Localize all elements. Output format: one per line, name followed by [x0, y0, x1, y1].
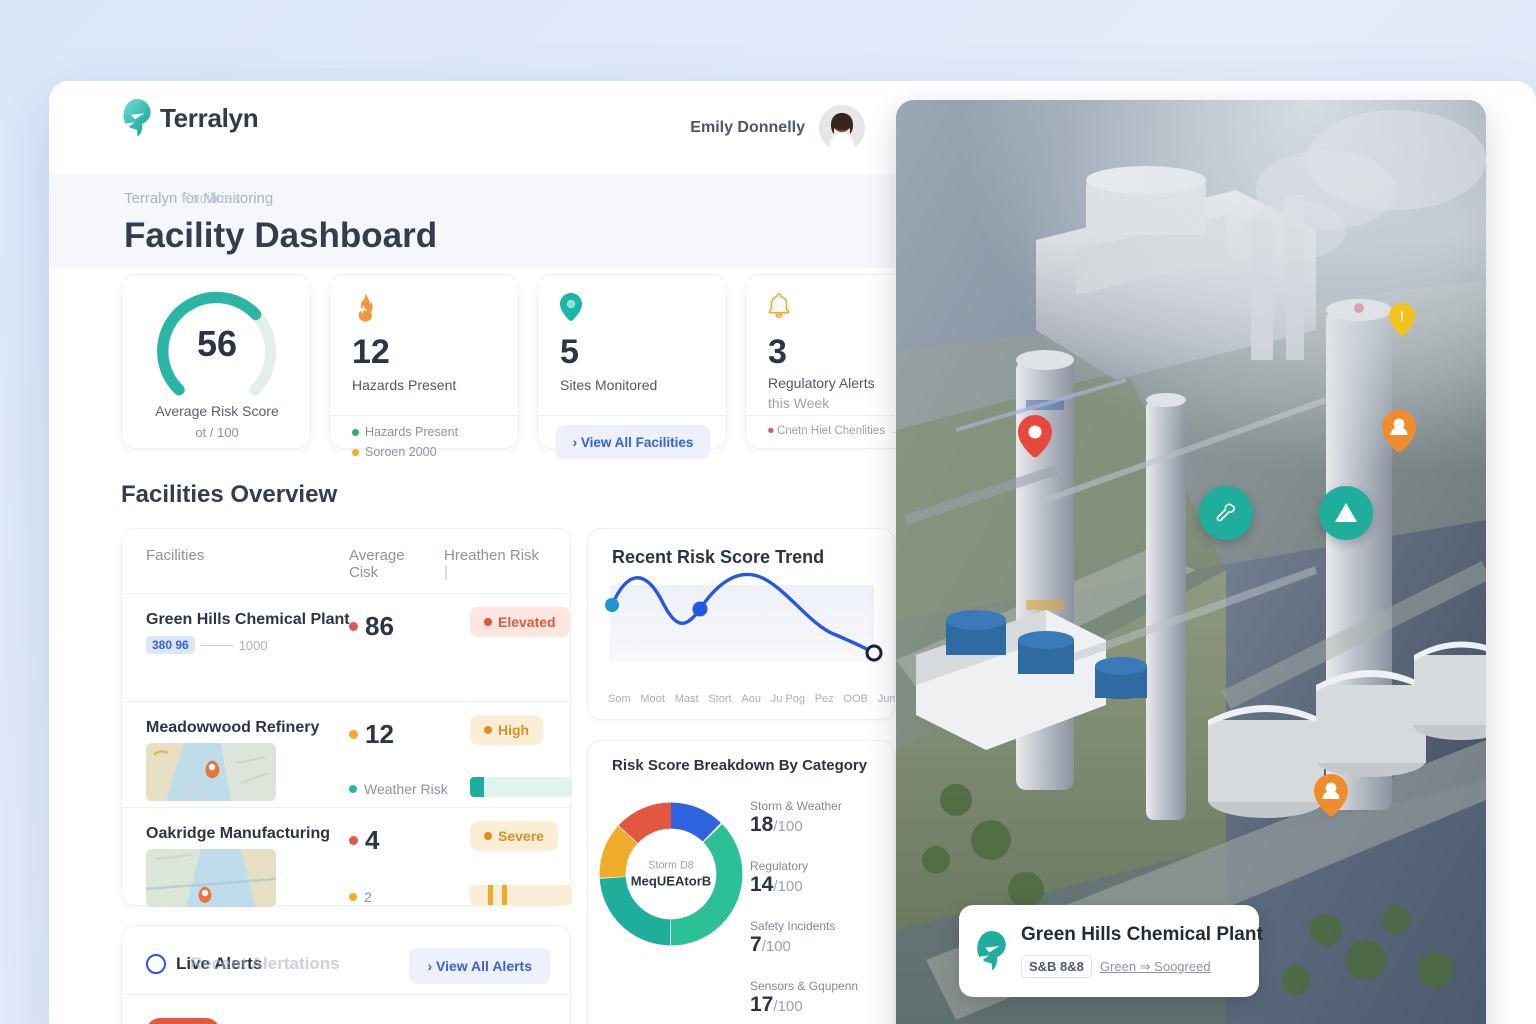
- svg-text:MeqUEAtorB: MeqUEAtorB: [631, 874, 711, 889]
- svg-text:Storm D8: Storm D8: [648, 860, 693, 872]
- svg-text:!: !: [1400, 308, 1405, 324]
